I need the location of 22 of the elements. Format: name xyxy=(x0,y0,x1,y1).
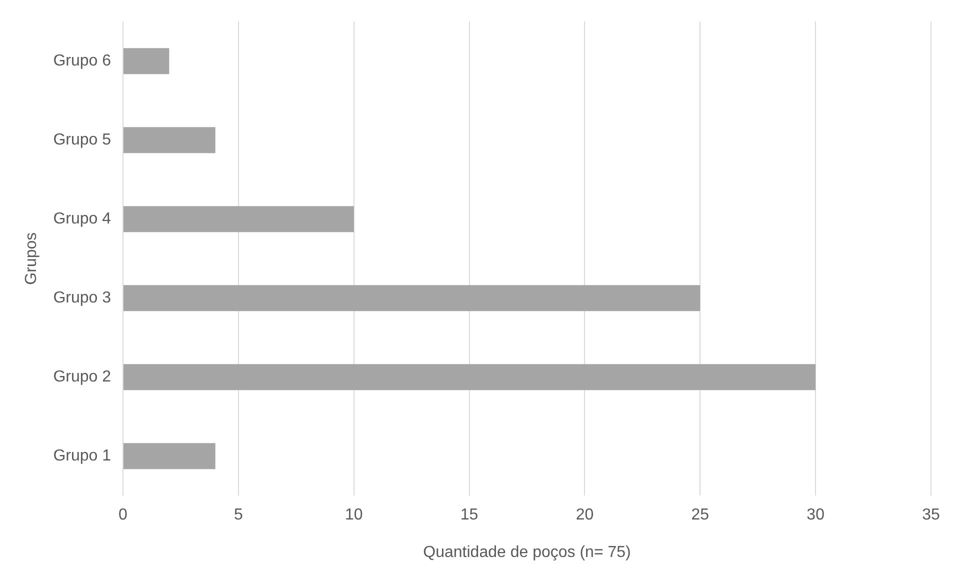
bar xyxy=(124,206,354,232)
y-tick-label: Grupo 2 xyxy=(53,368,112,386)
x-tick-label: 35 xyxy=(922,506,940,524)
x-tick-label: 20 xyxy=(576,506,594,524)
bar xyxy=(124,127,216,154)
x-tick-label: 10 xyxy=(344,506,363,524)
x-tick-label: 5 xyxy=(234,506,243,524)
y-axis-title: Grupos xyxy=(23,232,40,285)
bar xyxy=(124,364,816,390)
y-tick-label: Grupo 5 xyxy=(53,132,112,149)
y-tick-label: Grupo 4 xyxy=(53,210,112,228)
y-tick-label: Grupo 3 xyxy=(53,290,112,307)
x-tick-label: 30 xyxy=(806,506,825,524)
bar xyxy=(124,443,216,470)
x-tick-label: 0 xyxy=(118,506,128,524)
x-axis-title: Quantidade de poços (n= 75) xyxy=(423,544,631,561)
y-tick-label: Grupo 1 xyxy=(53,448,112,465)
bar xyxy=(124,285,700,312)
x-tick-label: 15 xyxy=(460,506,478,524)
bar xyxy=(124,48,170,74)
x-tick-label: 25 xyxy=(691,506,710,524)
y-tick-label: Grupo 6 xyxy=(53,52,112,70)
